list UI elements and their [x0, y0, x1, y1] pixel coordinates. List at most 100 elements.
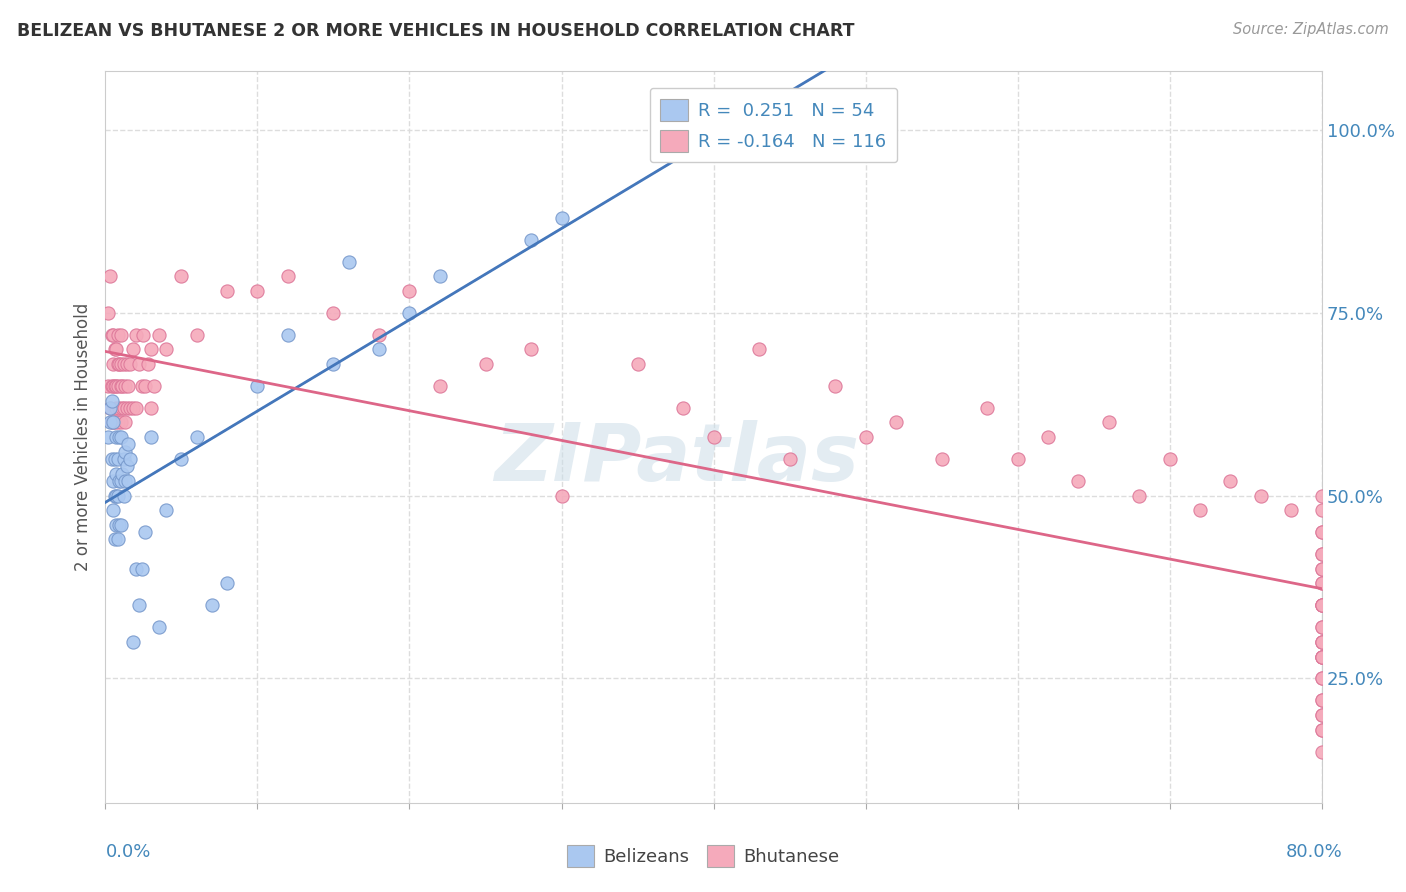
Point: [1159, 452, 1181, 467]
Point: [855, 430, 877, 444]
Point: [108, 517, 131, 532]
Point: [277, 327, 299, 342]
Point: [100, 452, 122, 467]
Point: [143, 379, 166, 393]
Point: [1310, 723, 1333, 737]
Point: [110, 416, 132, 430]
Point: [100, 379, 122, 393]
Point: [170, 452, 193, 467]
Point: [1128, 489, 1150, 503]
Point: [186, 327, 208, 342]
Point: [112, 357, 135, 371]
Text: 0.0%: 0.0%: [105, 843, 150, 861]
Point: [115, 459, 138, 474]
Point: [246, 284, 269, 298]
Point: [1310, 635, 1333, 649]
Point: [1310, 708, 1333, 723]
Point: [117, 474, 139, 488]
Point: [1310, 599, 1333, 613]
Point: [134, 525, 156, 540]
Point: [626, 357, 648, 371]
Point: [114, 474, 136, 488]
Text: Source: ZipAtlas.com: Source: ZipAtlas.com: [1233, 22, 1389, 37]
Point: [1007, 452, 1029, 467]
Point: [1310, 525, 1333, 540]
Point: [110, 474, 132, 488]
Point: [1310, 649, 1333, 664]
Point: [1310, 489, 1333, 503]
Point: [277, 269, 299, 284]
Point: [672, 401, 695, 415]
Point: [139, 401, 162, 415]
Point: [100, 393, 122, 408]
Point: [748, 343, 770, 357]
Point: [1310, 672, 1333, 686]
Point: [111, 467, 134, 481]
Text: 80.0%: 80.0%: [1286, 843, 1343, 861]
Point: [1250, 489, 1272, 503]
Point: [217, 576, 239, 591]
Point: [1310, 547, 1333, 561]
Point: [322, 357, 344, 371]
Point: [118, 452, 141, 467]
Point: [368, 327, 391, 342]
Point: [155, 503, 177, 517]
Point: [108, 474, 131, 488]
Point: [114, 379, 136, 393]
Point: [976, 401, 998, 415]
Point: [107, 489, 129, 503]
Point: [170, 269, 193, 284]
Point: [103, 533, 125, 547]
Point: [103, 452, 125, 467]
Point: [111, 401, 134, 415]
Point: [98, 401, 121, 415]
Point: [132, 327, 155, 342]
Point: [474, 357, 496, 371]
Point: [136, 357, 159, 371]
Point: [1279, 503, 1302, 517]
Point: [1188, 503, 1211, 517]
Point: [103, 489, 125, 503]
Point: [98, 401, 121, 415]
Point: [322, 306, 344, 320]
Point: [134, 379, 156, 393]
Text: ZIPatlas: ZIPatlas: [495, 420, 859, 498]
Point: [101, 357, 124, 371]
Point: [1310, 503, 1333, 517]
Point: [110, 430, 132, 444]
Point: [429, 379, 451, 393]
Point: [429, 269, 451, 284]
Point: [121, 635, 143, 649]
Point: [103, 343, 125, 357]
Point: [155, 343, 177, 357]
Point: [1219, 474, 1241, 488]
Point: [97, 430, 120, 444]
Point: [105, 489, 128, 503]
Point: [112, 401, 135, 415]
Point: [107, 533, 129, 547]
Point: [118, 401, 141, 415]
Point: [1310, 547, 1333, 561]
Point: [114, 444, 136, 458]
Point: [1310, 525, 1333, 540]
Point: [101, 379, 124, 393]
Point: [884, 416, 907, 430]
Point: [139, 343, 162, 357]
Point: [1310, 745, 1333, 759]
Point: [117, 437, 139, 451]
Point: [107, 452, 129, 467]
Point: [103, 416, 125, 430]
Y-axis label: 2 or more Vehicles in Household: 2 or more Vehicles in Household: [75, 303, 93, 571]
Point: [1310, 620, 1333, 634]
Point: [105, 343, 128, 357]
Point: [117, 379, 139, 393]
Point: [128, 599, 150, 613]
Point: [101, 416, 124, 430]
Point: [108, 401, 131, 415]
Point: [108, 430, 131, 444]
Point: [110, 379, 132, 393]
Point: [105, 379, 128, 393]
Point: [98, 269, 121, 284]
Point: [115, 357, 138, 371]
Point: [186, 430, 208, 444]
